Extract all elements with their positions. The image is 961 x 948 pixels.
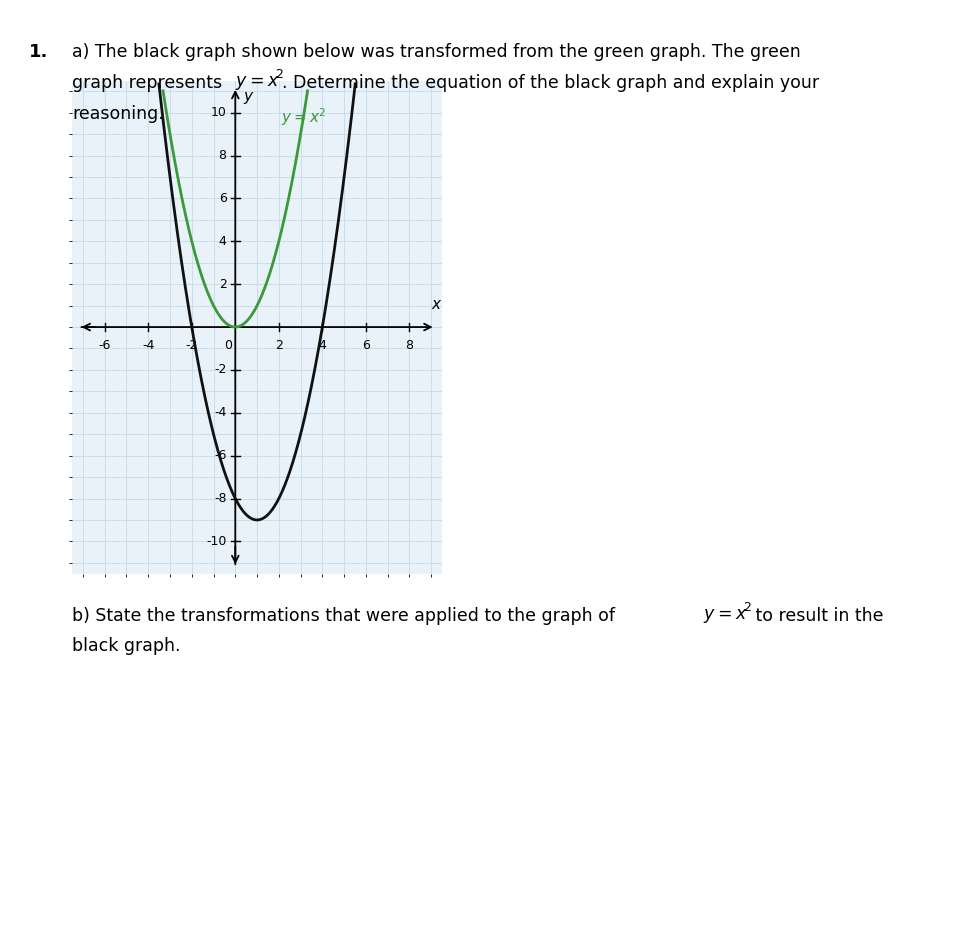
Text: -2: -2 xyxy=(185,338,198,352)
Text: $2$: $2$ xyxy=(743,601,752,614)
Text: 0: 0 xyxy=(224,338,232,352)
Text: $y = x$: $y = x$ xyxy=(703,607,748,625)
Text: $y = x$: $y = x$ xyxy=(235,74,280,92)
Text: -4: -4 xyxy=(142,338,155,352)
Text: 2: 2 xyxy=(275,338,283,352)
Text: black graph.: black graph. xyxy=(72,637,181,655)
Text: reasoning.: reasoning. xyxy=(72,105,163,123)
Text: 6: 6 xyxy=(362,338,370,352)
Text: 8: 8 xyxy=(218,149,227,162)
Text: -4: -4 xyxy=(214,407,227,419)
Text: y: y xyxy=(243,89,252,104)
Text: 4: 4 xyxy=(219,235,227,247)
Text: $2$: $2$ xyxy=(275,68,283,82)
Text: . Determine the equation of the black graph and explain your: . Determine the equation of the black gr… xyxy=(282,74,819,92)
Text: -8: -8 xyxy=(214,492,227,505)
Text: x: x xyxy=(431,297,440,312)
Text: 8: 8 xyxy=(406,338,413,352)
Text: 1.: 1. xyxy=(29,43,48,61)
Text: -6: -6 xyxy=(214,449,227,463)
Text: graph represents: graph represents xyxy=(72,74,228,92)
Text: 6: 6 xyxy=(219,191,227,205)
Text: -10: -10 xyxy=(207,535,227,548)
Text: -2: -2 xyxy=(214,363,227,376)
Text: b) State the transformations that were applied to the graph of: b) State the transformations that were a… xyxy=(72,607,621,625)
Text: -6: -6 xyxy=(99,338,111,352)
Text: $y = x^2$: $y = x^2$ xyxy=(281,106,327,128)
Text: to result in the: to result in the xyxy=(750,607,883,625)
Text: a) The black graph shown below was transformed from the green graph. The green: a) The black graph shown below was trans… xyxy=(72,43,801,61)
Text: 2: 2 xyxy=(219,278,227,291)
Text: 10: 10 xyxy=(210,106,227,119)
Text: 4: 4 xyxy=(318,338,327,352)
